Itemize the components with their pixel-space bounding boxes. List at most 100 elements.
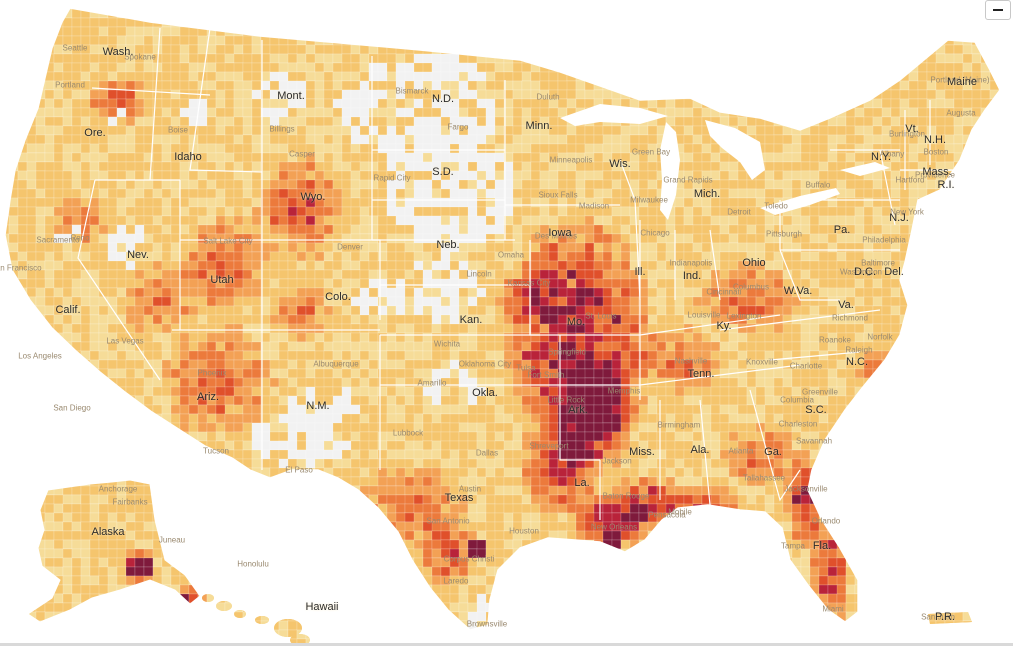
county-cell [413, 377, 424, 388]
county-cell [143, 206, 154, 217]
county-cell [836, 278, 847, 289]
county-cell [287, 98, 298, 109]
county-cell [305, 215, 316, 226]
county-cell [287, 53, 298, 64]
county-cell [602, 161, 613, 172]
county-cell [530, 80, 541, 91]
county-cell [341, 251, 352, 262]
county-cell [485, 251, 496, 262]
county-cell [233, 260, 244, 271]
county-cell [512, 368, 523, 379]
county-cell [881, 224, 892, 235]
county-cell [233, 377, 244, 388]
county-cell [44, 107, 55, 118]
county-cell [602, 323, 613, 334]
county-cell [170, 206, 181, 217]
county-cell [755, 269, 766, 280]
county-cell [593, 125, 604, 136]
county-cell [593, 386, 604, 397]
county-cell [512, 341, 523, 352]
county-cell [269, 161, 280, 172]
county-cell [548, 179, 559, 190]
county-cell [116, 179, 127, 190]
county-cell [224, 152, 235, 163]
county-cell [224, 296, 235, 307]
county-cell [53, 215, 64, 226]
county-cell [98, 242, 109, 253]
county-cell [935, 98, 946, 109]
county-cell [800, 305, 811, 316]
county-cell [44, 296, 55, 307]
county-cell [161, 179, 172, 190]
county-cell [449, 134, 460, 145]
county-cell [332, 143, 343, 154]
county-cell [539, 296, 550, 307]
county-cell [341, 305, 352, 316]
county-cell [566, 323, 577, 334]
county-cell [71, 26, 82, 37]
county-cell [647, 143, 658, 154]
county-cell [719, 206, 730, 217]
county-cell [206, 53, 217, 64]
county-cell [710, 161, 721, 172]
county-cell [107, 71, 118, 82]
county-cell [557, 269, 568, 280]
county-cell [566, 377, 577, 388]
county-cell [449, 152, 460, 163]
county-cell [215, 305, 226, 316]
county-cell [602, 350, 613, 361]
county-cell [449, 314, 460, 325]
county-cell [926, 125, 937, 136]
county-cell [521, 71, 532, 82]
county-cell [116, 359, 127, 370]
county-cell [53, 305, 64, 316]
county-cell [80, 89, 91, 100]
county-cell [584, 188, 595, 199]
county-cell [575, 170, 586, 181]
county-cell [296, 152, 307, 163]
county-cell [350, 251, 361, 262]
county-cell [359, 314, 370, 325]
county-cell [296, 314, 307, 325]
county-cell [566, 152, 577, 163]
county-cell [386, 206, 397, 217]
county-cell [206, 179, 217, 190]
county-cell [287, 386, 298, 397]
county-cell [692, 377, 703, 388]
county-cell [467, 242, 478, 253]
county-cell [467, 134, 478, 145]
county-cell [809, 359, 820, 370]
county-cell [179, 269, 190, 280]
county-cell [224, 341, 235, 352]
county-cell [683, 134, 694, 145]
county-cell [746, 251, 757, 262]
county-cell [908, 125, 919, 136]
county-cell [44, 287, 55, 298]
county-cell [206, 377, 217, 388]
county-cell [314, 98, 325, 109]
county-cell [80, 161, 91, 172]
county-cell [827, 125, 838, 136]
county-cell [503, 332, 514, 343]
county-cell [458, 98, 469, 109]
county-cell [359, 197, 370, 208]
county-cell [890, 170, 901, 181]
county-cell [557, 350, 568, 361]
county-cell [251, 368, 262, 379]
county-cell [737, 116, 748, 127]
county-cell [62, 314, 73, 325]
county-cell [269, 305, 280, 316]
county-cell [116, 62, 127, 73]
county-cell [116, 134, 127, 145]
county-cell [161, 224, 172, 235]
county-cell [719, 332, 730, 343]
county-cell [440, 152, 451, 163]
county-cell [80, 341, 91, 352]
county-cell [494, 170, 505, 181]
county-cell [818, 332, 829, 343]
county-cell [251, 143, 262, 154]
county-cell [323, 260, 334, 271]
county-cell [80, 125, 91, 136]
county-cell [287, 89, 298, 100]
